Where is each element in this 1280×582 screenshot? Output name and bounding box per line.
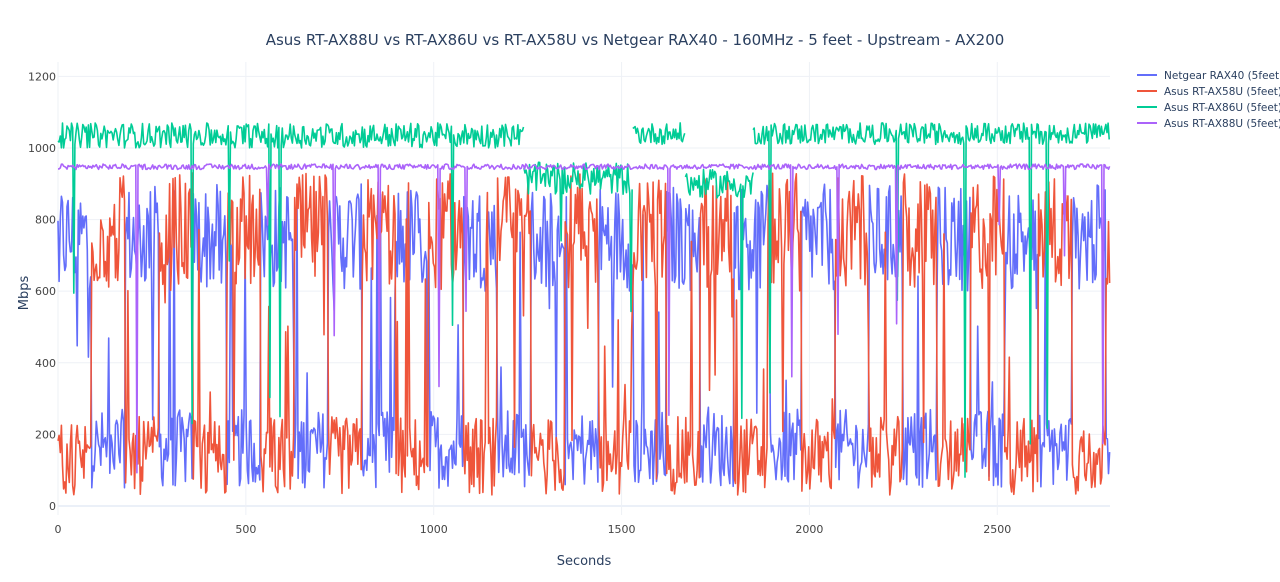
y-tick-label: 600 — [35, 285, 56, 298]
legend-item[interactable]: Asus RT-AX86U (5feet) — [1137, 102, 1280, 114]
y-axis-title: Mbps — [17, 276, 32, 311]
series-line — [57, 122, 1110, 478]
legend-item[interactable]: Asus RT-AX88U (5feet) — [1137, 118, 1280, 130]
legend-item[interactable]: Netgear RAX40 (5feet) — [1137, 70, 1280, 82]
x-tick-label: 2000 — [795, 523, 823, 536]
x-tick-label: 500 — [235, 523, 256, 536]
x-tick-label: 0 — [55, 523, 62, 536]
legend-label: Netgear RAX40 (5feet) — [1164, 70, 1280, 82]
x-tick-label: 2500 — [983, 523, 1011, 536]
y-tick-label: 400 — [35, 357, 56, 370]
x-tick-label: 1000 — [420, 523, 448, 536]
legend-item[interactable]: Asus RT-AX58U (5feet) — [1137, 86, 1280, 98]
series-line — [58, 163, 1111, 474]
legend[interactable]: Netgear RAX40 (5feet) Asus RT-AX58U (5fee… — [1137, 70, 1280, 130]
x-axis-title: Seconds — [557, 554, 612, 569]
plot-area — [57, 122, 1111, 496]
series-line — [57, 172, 1111, 496]
x-tick-label: 1500 — [608, 523, 636, 536]
legend-label: Asus RT-AX58U (5feet) — [1164, 86, 1280, 98]
legend-label: Asus RT-AX86U (5feet) — [1164, 102, 1280, 114]
y-tick-labels: 0 200 400 600 800 1000 1200 — [28, 70, 56, 513]
y-tick-label: 200 — [35, 428, 56, 441]
legend-label: Asus RT-AX88U (5feet) — [1164, 118, 1280, 130]
x-tick-labels: 0 500 1000 1500 2000 2500 — [55, 523, 1012, 536]
y-tick-label: 0 — [49, 500, 56, 513]
chart-title: Asus RT-AX88U vs RT-AX86U vs RT-AX58U vs… — [266, 31, 1005, 49]
y-tick-label: 1200 — [28, 70, 56, 83]
y-tick-label: 1000 — [28, 142, 56, 155]
y-tick-label: 800 — [35, 214, 56, 227]
